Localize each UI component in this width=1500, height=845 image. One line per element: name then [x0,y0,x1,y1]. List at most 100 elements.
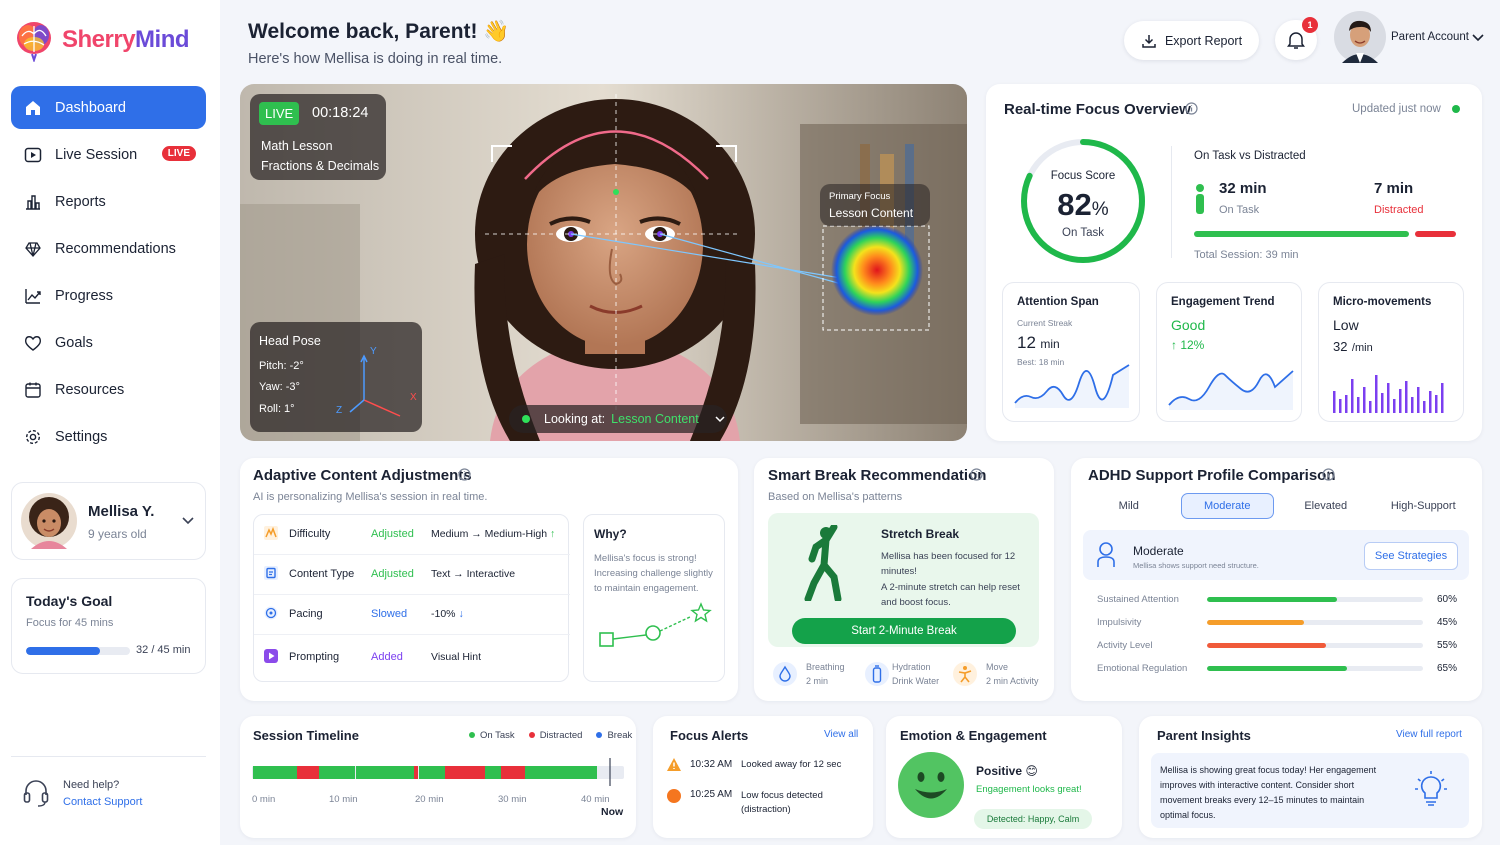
nav-progress[interactable]: Progress [11,274,206,317]
axes-gizmo-icon [349,354,401,417]
timeline-bar [252,758,624,786]
chevron-down-icon[interactable] [182,517,194,525]
break-option-move[interactable]: Move 2 min Activity [952,658,1044,690]
metric-label: Activity Level [1097,640,1153,651]
nav-label: Dashboard [55,99,126,116]
nav-reports[interactable]: Reports [11,180,206,223]
adhd-profile-card: ADHD Support Profile Comparison Mild Mod… [1071,458,1482,701]
looking-at-dropdown[interactable]: Looking at: Lesson Content [509,405,727,433]
info-icon[interactable] [1322,468,1335,481]
smart-break-title: Smart Break Recommendation [768,467,987,484]
session-timer: 00:18:24 [312,105,369,121]
total-session: Total Session: 39 min [1194,249,1299,261]
contact-support-link[interactable]: Contact Support [63,796,143,808]
goal-progress-text: 32 / 45 min [136,644,191,656]
now-label: Now [601,806,624,818]
legend-break: Break [596,730,632,741]
metric-row: Emotional Regulation 65% [1097,663,1467,679]
option-sub: 2 min Activity [986,676,1039,686]
chevron-down-icon[interactable] [1472,34,1484,42]
nav-dashboard[interactable]: Dashboard [11,86,206,129]
alert-dot-icon [667,789,681,803]
focus-overview-card: Real-time Focus Overview Updated just no… [986,84,1482,441]
metric-row: Activity Level 55% [1097,640,1467,656]
tab-mild[interactable]: Mild [1118,500,1139,512]
live-video-feed[interactable]: LIVE 00:18:24 Math Lesson Fractions & De… [240,84,967,441]
heart-icon [23,333,43,353]
emotion-title: Emotion & Engagement [900,728,1047,743]
info-icon[interactable] [1185,102,1198,115]
tab-moderate[interactable]: Moderate [1180,493,1274,519]
lesson-topic: Fractions & Decimals [261,159,380,173]
tick-label: 20 min [415,794,444,805]
start-break-button[interactable]: Start 2-Minute Break [792,618,1016,644]
engagement-sparkline [1168,370,1294,410]
move-person-icon [953,662,977,686]
engagement-change: ↑ 12% [1171,338,1205,352]
nav-resources[interactable]: Resources [11,368,206,411]
micro-rate: 32 /min [1333,339,1373,354]
row-value: -10% ↓ [431,608,464,620]
focus-overview-title: Real-time Focus Overview [1004,101,1191,118]
row-label: Difficulty [289,528,331,540]
table-row: Content Type Adjusted Text → Interactive [254,555,570,595]
break-option-hydration[interactable]: Hydration Drink Water [864,658,944,690]
legend-distracted: Distracted [528,730,582,741]
detected-emotions-badge: Detected: Happy, Calm [974,809,1092,829]
nav-settings[interactable]: Settings [11,415,206,458]
smart-break-card: Smart Break Recommendation Based on Mell… [754,458,1054,701]
metric-row: Impulsivity 45% [1097,617,1467,633]
attention-sparkline [1014,364,1130,408]
list-item[interactable]: 10:25 AM Low focus detected (distraction… [666,786,866,820]
nav-live-session[interactable]: Live Session LIVE [11,133,206,176]
looking-label: Looking at: [544,412,606,426]
notifications-button[interactable]: 1 [1275,17,1318,60]
view-full-report-link[interactable]: View full report [1396,729,1462,740]
list-item[interactable]: 10:32 AM Looked away for 12 sec [666,756,866,776]
difficulty-icon [264,526,278,540]
nav-recommendations[interactable]: Recommendations [11,227,206,270]
attention-value: 12 min [1017,333,1060,352]
tick-label: 0 min [252,794,276,805]
row-status: Adjusted [371,528,414,540]
nav-label: Reports [55,193,106,210]
engagement-value: Good [1171,317,1206,333]
progress-path-illustration [599,602,712,647]
break-option-breathing[interactable]: Breathing 2 min [772,658,852,690]
alerts-title: Focus Alerts [670,728,749,743]
table-row: Difficulty Adjusted Medium → Medium-High… [254,515,570,555]
tab-high-support[interactable]: High-Support [1390,500,1456,512]
info-icon[interactable] [458,468,471,481]
home-icon [23,98,43,118]
metric-bar [1207,620,1423,625]
export-report-button[interactable]: Export Report [1124,21,1259,60]
legend-on-task: On Task [469,730,515,741]
stretch-break-text2: A 2-minute stretch can help reset and bo… [881,582,1020,608]
emotion-engagement-card: Emotion & Engagement Positive 😊 Engageme… [886,716,1122,838]
account-name[interactable]: Parent Account [1391,31,1469,43]
goal-progress-bar [26,647,130,655]
trend-up-icon [23,286,43,306]
parent-avatar[interactable] [1334,11,1386,63]
app-logo[interactable]: SherryMind [14,18,190,62]
nav-goals[interactable]: Goals [11,321,206,364]
row-label: Pacing [289,608,323,620]
see-strategies-button[interactable]: See Strategies [1364,542,1458,570]
metric-value: 60% [1437,594,1458,605]
status-dot [1452,105,1460,113]
info-icon[interactable] [970,468,983,481]
child-name: Mellisa Y. [88,503,155,520]
view-all-link[interactable]: View all [824,729,859,740]
pitch-value: Pitch: -2° [259,360,304,372]
row-status: Adjusted [371,568,414,580]
adhd-title: ADHD Support Profile Comparison [1088,467,1336,484]
goal-subtitle: Focus for 45 mins [26,617,114,629]
status-dot [522,415,530,423]
insights-text: Mellisa is showing great focus today! He… [1160,765,1377,820]
focus-score-value: 82% [1057,187,1109,222]
tab-elevated[interactable]: Elevated [1304,500,1348,512]
calendar-icon [23,380,43,400]
timeline-legend: On Task Distracted Break [469,730,632,741]
child-profile-card[interactable]: Mellisa Y. 9 years old [11,482,206,560]
row-value: Text → Interactive [431,568,516,580]
